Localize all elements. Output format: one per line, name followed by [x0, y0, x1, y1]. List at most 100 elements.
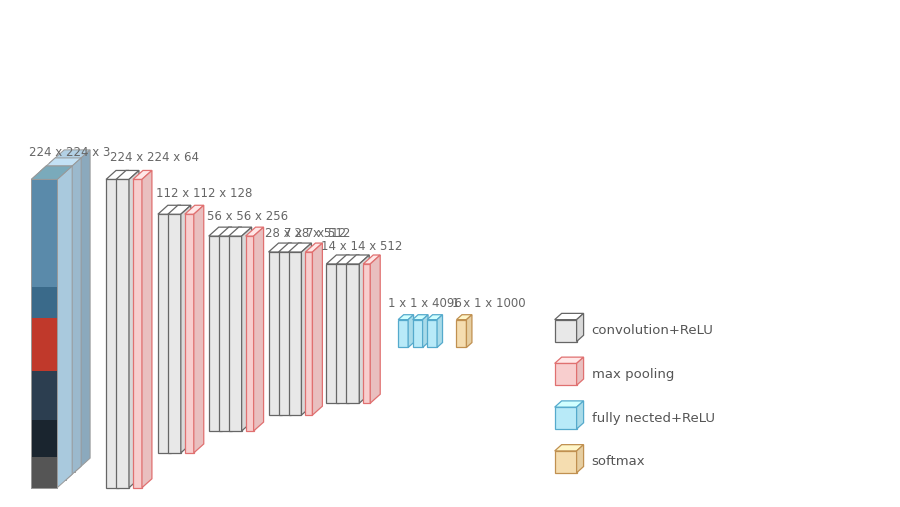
Polygon shape: [229, 227, 252, 236]
Polygon shape: [554, 319, 577, 342]
Polygon shape: [106, 179, 119, 488]
Polygon shape: [116, 170, 139, 179]
Polygon shape: [305, 243, 322, 252]
Polygon shape: [181, 205, 191, 453]
Polygon shape: [229, 236, 241, 431]
Polygon shape: [67, 158, 81, 480]
Bar: [32, 179, 58, 287]
Polygon shape: [412, 315, 428, 319]
Polygon shape: [577, 313, 583, 342]
Polygon shape: [554, 445, 583, 451]
Polygon shape: [327, 264, 339, 403]
Polygon shape: [168, 205, 191, 214]
Polygon shape: [554, 401, 583, 407]
Polygon shape: [337, 255, 359, 264]
Polygon shape: [129, 170, 139, 488]
Polygon shape: [289, 252, 302, 415]
Polygon shape: [133, 170, 152, 179]
Polygon shape: [221, 227, 231, 431]
Text: 224 x 224 x 3: 224 x 224 x 3: [30, 146, 111, 159]
Polygon shape: [398, 315, 414, 319]
Text: 7 x 7 x 512: 7 x 7 x 512: [284, 227, 350, 240]
Polygon shape: [554, 451, 577, 473]
Text: 112 x 112 x 128: 112 x 112 x 128: [156, 187, 252, 200]
Polygon shape: [32, 179, 58, 488]
Polygon shape: [246, 236, 254, 431]
Polygon shape: [219, 236, 231, 431]
Polygon shape: [554, 313, 583, 319]
Polygon shape: [50, 163, 76, 472]
Polygon shape: [346, 264, 359, 403]
Bar: [32, 287, 58, 318]
Polygon shape: [289, 243, 311, 252]
Polygon shape: [171, 205, 181, 453]
Polygon shape: [292, 243, 302, 415]
Text: 224 x 224 x 64: 224 x 224 x 64: [110, 152, 199, 164]
Polygon shape: [116, 179, 129, 488]
Polygon shape: [312, 243, 322, 415]
Polygon shape: [423, 315, 428, 347]
Polygon shape: [554, 364, 577, 385]
Polygon shape: [428, 319, 437, 347]
Polygon shape: [554, 407, 577, 429]
Polygon shape: [577, 401, 583, 429]
Polygon shape: [50, 150, 90, 163]
Polygon shape: [305, 252, 312, 415]
Polygon shape: [231, 227, 241, 431]
Polygon shape: [184, 214, 194, 453]
Polygon shape: [364, 255, 380, 264]
Polygon shape: [428, 315, 443, 319]
Polygon shape: [554, 357, 583, 364]
Polygon shape: [119, 170, 129, 488]
Polygon shape: [466, 315, 472, 347]
Bar: [32, 318, 58, 371]
Polygon shape: [349, 255, 359, 403]
Text: 56 x 56 x 256: 56 x 56 x 256: [207, 210, 288, 223]
Text: 28 x 28 x 512: 28 x 28 x 512: [265, 227, 346, 240]
Polygon shape: [32, 166, 72, 179]
Bar: [32, 371, 58, 420]
Polygon shape: [106, 170, 129, 179]
Polygon shape: [412, 319, 423, 347]
Polygon shape: [577, 445, 583, 473]
Polygon shape: [408, 315, 414, 347]
Polygon shape: [142, 170, 152, 488]
Polygon shape: [32, 166, 72, 179]
Polygon shape: [168, 214, 181, 453]
Polygon shape: [359, 255, 369, 403]
Polygon shape: [219, 227, 241, 236]
Polygon shape: [577, 357, 583, 385]
Bar: [32, 179, 58, 488]
Polygon shape: [209, 227, 231, 236]
Polygon shape: [398, 319, 408, 347]
Polygon shape: [76, 150, 90, 472]
Polygon shape: [184, 205, 203, 214]
Text: max pooling: max pooling: [591, 368, 674, 381]
Polygon shape: [370, 255, 380, 403]
Polygon shape: [246, 227, 264, 236]
Bar: [32, 457, 58, 488]
Polygon shape: [456, 319, 466, 347]
Text: 1 x 1 x 4096: 1 x 1 x 4096: [388, 297, 462, 310]
Text: 1 x 1 x 1000: 1 x 1 x 1000: [453, 297, 526, 310]
Polygon shape: [268, 243, 292, 252]
Polygon shape: [278, 243, 302, 252]
Text: 14 x 14 x 512: 14 x 14 x 512: [321, 240, 403, 253]
Polygon shape: [40, 171, 67, 480]
Polygon shape: [158, 205, 181, 214]
Polygon shape: [268, 252, 282, 415]
Polygon shape: [254, 227, 264, 431]
Polygon shape: [337, 264, 349, 403]
Polygon shape: [346, 255, 369, 264]
Polygon shape: [339, 255, 349, 403]
Text: convolution+ReLU: convolution+ReLU: [591, 324, 714, 337]
Polygon shape: [302, 243, 311, 415]
Polygon shape: [278, 252, 292, 415]
Polygon shape: [194, 205, 203, 453]
Polygon shape: [58, 166, 72, 488]
Polygon shape: [456, 315, 472, 319]
Polygon shape: [327, 255, 349, 264]
Polygon shape: [241, 227, 252, 431]
Polygon shape: [133, 179, 142, 488]
Polygon shape: [209, 236, 221, 431]
